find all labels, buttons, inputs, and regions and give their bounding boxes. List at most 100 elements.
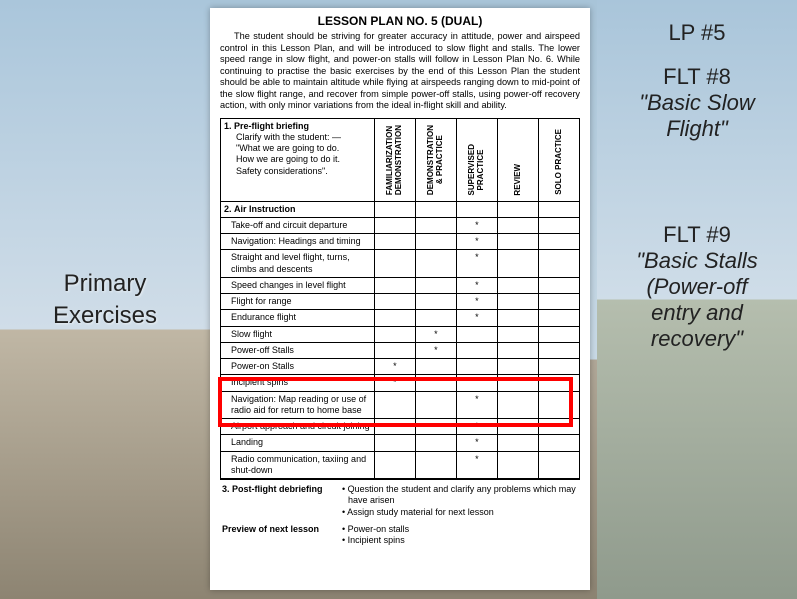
table-row: Incipient spins* [221, 375, 580, 391]
table-row: Landing * [221, 435, 580, 451]
row-mark [538, 419, 579, 435]
flt9-block: FLT #9 "Basic Stalls (Power-off entry an… [597, 222, 797, 352]
table-row: Straight and level flight, turns, climbs… [221, 250, 580, 278]
flt9-title-line2: (Power-off [597, 274, 797, 300]
row-mark [374, 294, 415, 310]
row-mark [415, 250, 456, 278]
primary-label-line2: Exercises [53, 302, 157, 329]
row-mark [415, 310, 456, 326]
debrief-bullets: Question the student and clarify any pro… [342, 484, 580, 518]
section2-cell: 2. Air Instruction [221, 201, 375, 217]
row-label: Landing [221, 435, 375, 451]
row-label: Take-off and circuit departure [221, 217, 375, 233]
section2-num: 2. [224, 204, 232, 214]
row-mark: * [456, 277, 497, 293]
row-mark [538, 391, 579, 419]
debrief-bullet-1: Assign study material for next lesson [342, 507, 580, 518]
row-label: Airport approach and circuit joining [221, 419, 375, 435]
row-mark [538, 294, 579, 310]
row-label: Endurance flight [221, 310, 375, 326]
row-mark: * [456, 419, 497, 435]
row-mark: * [456, 435, 497, 451]
row-mark: * [456, 391, 497, 419]
row-mark [497, 234, 538, 250]
row-mark [538, 250, 579, 278]
lesson-rows-body: Take-off and circuit departure*Navigatio… [221, 217, 580, 478]
row-mark: * [456, 294, 497, 310]
row-label: Straight and level flight, turns, climbs… [221, 250, 375, 278]
flt8-block: FLT #8 "Basic Slow Flight" [597, 64, 797, 142]
row-mark [415, 419, 456, 435]
flt8-title-line2: Flight" [597, 116, 797, 142]
row-label: Incipient spins [221, 375, 375, 391]
row-mark [497, 277, 538, 293]
row-mark [374, 391, 415, 419]
row-mark [415, 234, 456, 250]
section2-header-row: 2. Air Instruction [221, 201, 580, 217]
section3-num: 3. [222, 484, 230, 494]
row-mark [415, 375, 456, 391]
row-mark: * [415, 326, 456, 342]
row-mark [538, 342, 579, 358]
row-mark [538, 375, 579, 391]
row-label: Slow flight [221, 326, 375, 342]
preview-label: Preview of next lesson [220, 524, 342, 547]
row-mark [374, 435, 415, 451]
row-mark: * [456, 217, 497, 233]
row-label: Flight for range [221, 294, 375, 310]
row-mark [415, 217, 456, 233]
preview-bullet-1: Incipient spins [342, 535, 580, 546]
row-mark [497, 250, 538, 278]
col-header-supervised: SUPERVISEDPRACTICE [456, 118, 497, 201]
row-mark [538, 435, 579, 451]
row-mark [415, 435, 456, 451]
row-mark [415, 451, 456, 479]
row-mark [497, 391, 538, 419]
lesson-plan-document: LESSON PLAN NO. 5 (DUAL) The student sho… [210, 8, 590, 590]
row-label: Navigation: Headings and timing [221, 234, 375, 250]
row-mark [538, 217, 579, 233]
lp-number-label: LP #5 [597, 20, 797, 46]
primary-exercises-label: Primary Exercises [53, 268, 157, 330]
row-mark [456, 326, 497, 342]
row-mark [374, 342, 415, 358]
section2-title: Air Instruction [234, 204, 296, 214]
row-mark [374, 250, 415, 278]
row-mark [497, 326, 538, 342]
lesson-table: 1. Pre-flight briefing Clarify with the … [220, 118, 580, 480]
table-row: Speed changes in level flight* [221, 277, 580, 293]
row-mark [497, 294, 538, 310]
table-row: Power-on Stalls* [221, 359, 580, 375]
row-mark [497, 359, 538, 375]
slide-stage: Primary Exercises LP #5 FLT #8 "Basic Sl… [0, 0, 797, 599]
row-mark [497, 375, 538, 391]
row-mark [374, 419, 415, 435]
section1-cell: 1. Pre-flight briefing Clarify with the … [221, 118, 375, 201]
row-mark [497, 217, 538, 233]
row-mark [456, 359, 497, 375]
table-row: Slow flight * [221, 326, 580, 342]
row-mark [374, 277, 415, 293]
col-header-solo: SOLO PRACTICE [538, 118, 579, 201]
flt8-number: FLT #8 [597, 64, 797, 90]
preview-bullet-0: Power-on stalls [342, 524, 580, 535]
row-mark [415, 294, 456, 310]
table-row: Take-off and circuit departure * [221, 217, 580, 233]
row-label: Power-on Stalls [221, 359, 375, 375]
table-row: Navigation: Headings and timing* [221, 234, 580, 250]
table-row: Endurance flight * [221, 310, 580, 326]
row-mark [415, 391, 456, 419]
flt8-title-line1: "Basic Slow [597, 90, 797, 116]
row-mark: * [456, 310, 497, 326]
row-label: Navigation: Map reading or use of radio … [221, 391, 375, 419]
section1-num: 1. [224, 121, 232, 131]
table-row: Radio communication, taxiing and shut-do… [221, 451, 580, 479]
section3-title: Post-flight debriefing [232, 484, 323, 494]
section1-line2: How we are going to do it. [224, 154, 371, 165]
table-row: Airport approach and circuit joining * [221, 419, 580, 435]
lesson-plan-intro: The student should be striving for great… [220, 31, 580, 112]
lesson-plan-intro-text: The student should be striving for great… [220, 31, 580, 110]
row-mark [456, 375, 497, 391]
row-mark [497, 451, 538, 479]
row-mark [374, 310, 415, 326]
